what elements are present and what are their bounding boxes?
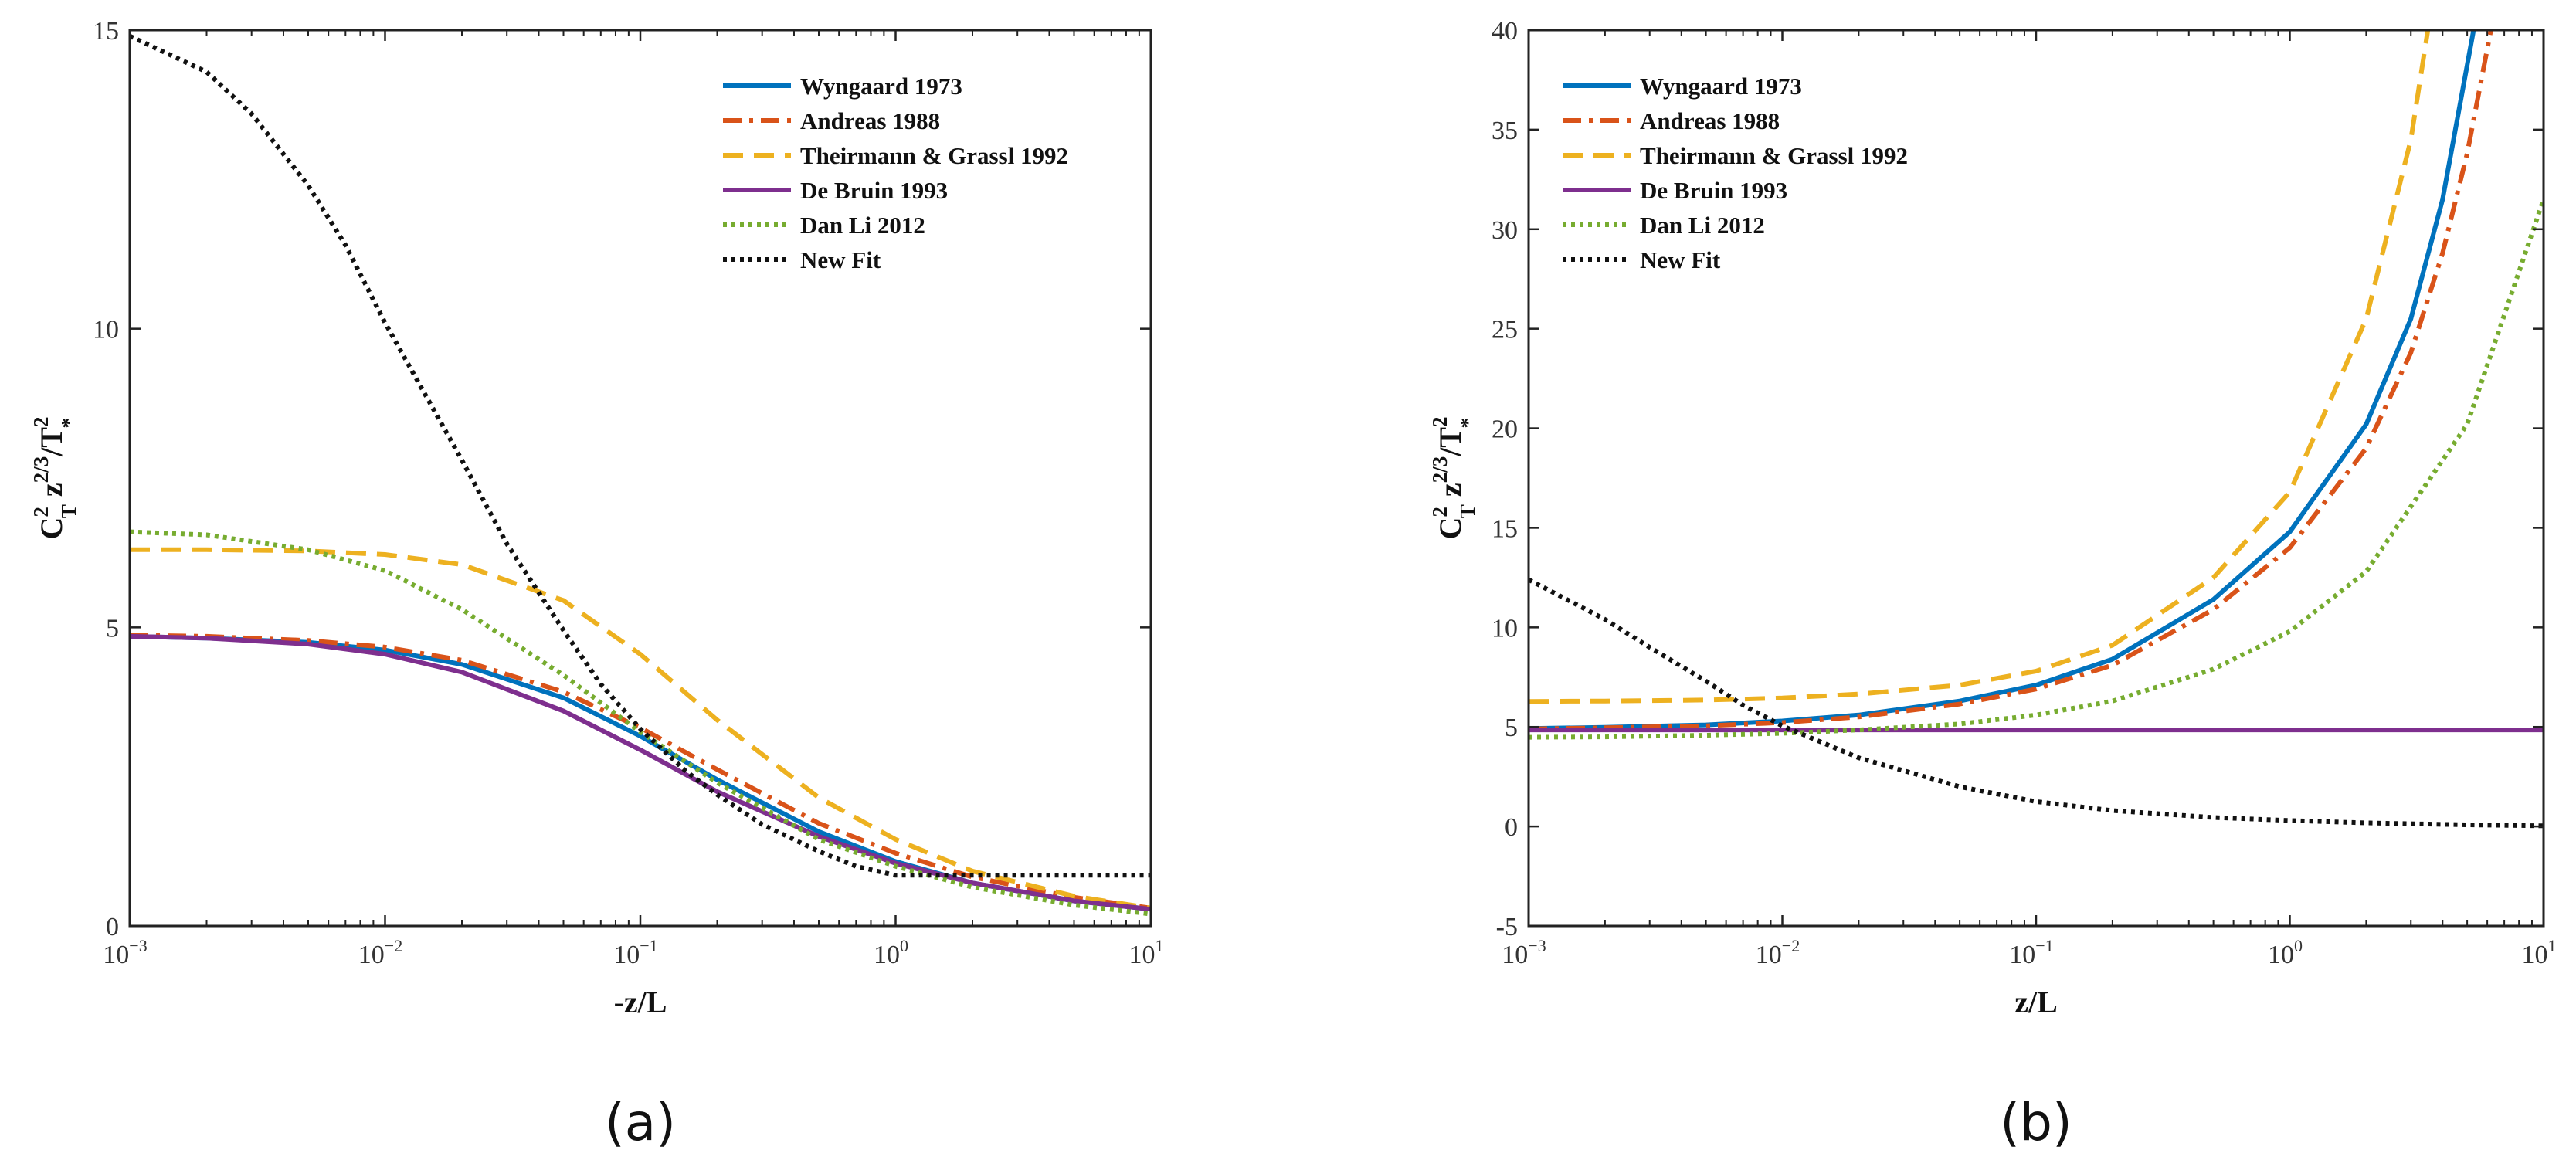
legend: Wyngaard 1973 Andreas 1988 Theirmann & Gra… — [723, 73, 1068, 273]
x-tick-label: 101 — [2522, 936, 2557, 969]
legend-label: Dan Li 2012 — [1640, 212, 1765, 239]
panel-label: (a) — [605, 1093, 676, 1152]
y-axis-label: C2 T z2/3/T2 * — [1428, 417, 1479, 540]
legend: Wyngaard 1973 Andreas 1988 Theirmann & Gra… — [1563, 73, 1908, 273]
legend-label: De Bruin 1993 — [1640, 177, 1787, 204]
y-tick-label: 40 — [1492, 17, 1518, 46]
y-tick-label: 5 — [1505, 714, 1518, 742]
y-tick-label: 35 — [1492, 117, 1518, 145]
x-tick-label: 100 — [874, 936, 908, 969]
x-tick-label: 10−3 — [1502, 936, 1546, 969]
x-tick-label: 10−1 — [2009, 936, 2053, 969]
y-tick-label: 10 — [1492, 614, 1518, 643]
legend-label: Wyngaard 1973 — [800, 73, 962, 100]
x-tick-label: 10−2 — [358, 936, 402, 969]
x-tick-label: 101 — [1129, 936, 1164, 969]
series-line-3 — [130, 633, 1151, 912]
y-tick-label: 0 — [1505, 813, 1518, 842]
series-line-1 — [130, 633, 1151, 911]
chart-panel-b: -5 0 5 10 15 20 25 30 35 40 10−3 10−2 10−1 100 101 z/L C… — [1428, 17, 2557, 1152]
x-axis-label: z/L — [2014, 985, 2058, 1019]
legend-label: Theirmann & Grassl 1992 — [800, 142, 1068, 169]
series-group — [1529, 30, 2544, 829]
legend-label: Dan Li 2012 — [800, 212, 925, 239]
legend-label: Andreas 1988 — [1640, 107, 1780, 134]
series-line-2 — [1529, 30, 2431, 704]
legend-label: Theirmann & Grassl 1992 — [1640, 142, 1908, 169]
y-axis-label: C2 T z2/3/T2 * — [29, 417, 80, 540]
y-tick-label: -5 — [1496, 913, 1518, 941]
x-axis-label: -z/L — [614, 985, 667, 1019]
y-tick-label: 30 — [1492, 216, 1518, 245]
legend-label: New Fit — [800, 246, 881, 273]
series-line-5 — [130, 33, 1151, 878]
x-tick-label: 100 — [2268, 936, 2303, 969]
y-tick-label: 20 — [1492, 415, 1518, 444]
legend-label: New Fit — [1640, 246, 1721, 273]
y-tick-label: 15 — [93, 17, 119, 46]
panel-label: (b) — [2000, 1093, 2072, 1152]
y-tick-label: 0 — [106, 913, 119, 941]
x-tick-label: 10−3 — [103, 936, 147, 969]
y-tick-label: 5 — [106, 614, 119, 643]
x-tick-label: 10−1 — [613, 936, 657, 969]
legend-label: Andreas 1988 — [800, 107, 940, 134]
series-line-1 — [1529, 30, 2493, 731]
chart-panel-a: 0 5 10 15 10−3 10−2 10−1 100 101 -z/L C2 T z2/3/T2 *… — [29, 17, 1164, 1152]
y-tick-label: 25 — [1492, 316, 1518, 344]
y-tick-label: 10 — [93, 316, 119, 344]
legend-label: Wyngaard 1973 — [1640, 73, 1802, 100]
legend-label: De Bruin 1993 — [800, 177, 948, 204]
x-tick-label: 10−2 — [1756, 936, 1800, 969]
series-group — [130, 33, 1151, 917]
series-line-2 — [130, 547, 1151, 911]
y-tick-label: 15 — [1492, 514, 1518, 543]
